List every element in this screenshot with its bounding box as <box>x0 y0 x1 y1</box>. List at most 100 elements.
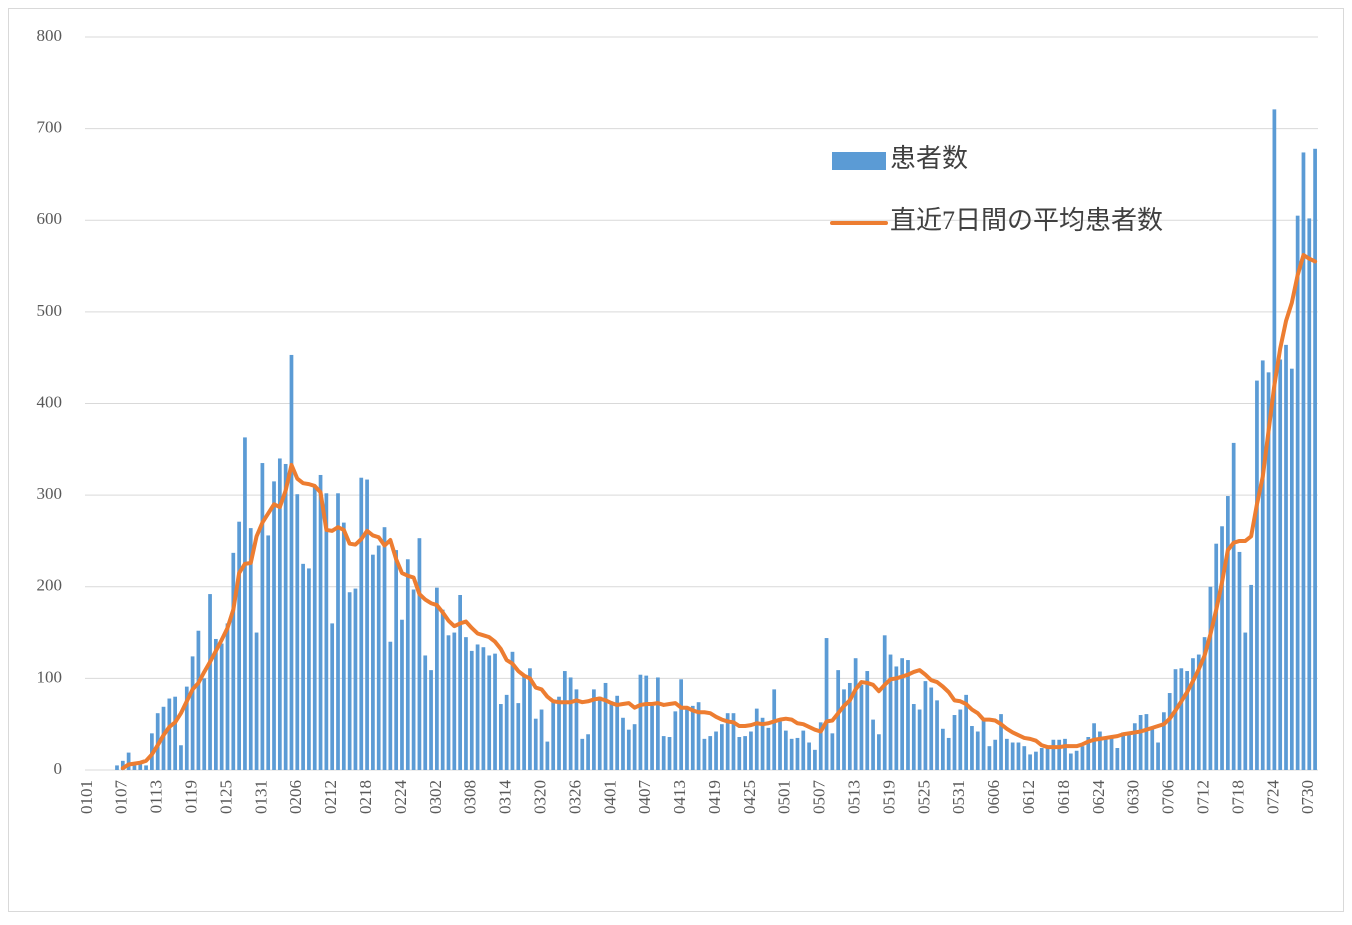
legend-swatch <box>832 152 886 170</box>
bar <box>638 674 643 770</box>
x-tick-label: 0119 <box>182 780 201 813</box>
bar <box>731 713 736 770</box>
bar <box>440 609 445 770</box>
bar <box>894 666 899 770</box>
bar <box>813 749 817 770</box>
x-tick-label: 0101 <box>77 780 96 814</box>
bar <box>621 717 625 770</box>
bar <box>248 528 253 770</box>
bar <box>580 738 585 770</box>
bar <box>626 729 631 770</box>
bar <box>911 704 916 770</box>
bar <box>231 552 236 770</box>
bar <box>859 684 864 770</box>
bar <box>446 635 451 770</box>
x-tick-label: 0425 <box>740 780 759 814</box>
bar <box>173 696 178 770</box>
y-tick-label: 800 <box>37 26 63 45</box>
bar <box>778 721 782 770</box>
bar <box>312 485 317 770</box>
bar <box>749 731 753 770</box>
bar <box>1313 148 1317 771</box>
bar <box>1098 731 1102 770</box>
bar <box>1121 732 1126 770</box>
bar <box>307 568 311 770</box>
x-tick-label: 0630 <box>1124 780 1143 814</box>
bar <box>557 696 561 770</box>
bar <box>1109 737 1114 770</box>
bar <box>562 671 567 770</box>
bar <box>138 762 143 770</box>
bar <box>615 695 620 770</box>
bar <box>772 689 777 770</box>
bar <box>1301 152 1306 770</box>
bar <box>1266 372 1271 770</box>
bar <box>807 742 811 770</box>
bar <box>504 694 509 770</box>
bar <box>708 736 713 770</box>
bar <box>685 707 689 770</box>
bar <box>330 623 335 770</box>
bar <box>946 737 951 770</box>
bar <box>592 689 596 770</box>
legend-label: 直近7日間の平均患者数 <box>890 206 1163 235</box>
bar <box>243 437 247 770</box>
legend-label: 患者数 <box>890 144 968 173</box>
bar <box>754 708 759 770</box>
bar <box>1138 715 1143 770</box>
bar <box>586 734 590 770</box>
bar <box>405 559 410 770</box>
bar <box>900 658 905 770</box>
bar <box>824 638 829 770</box>
bar <box>347 592 352 770</box>
x-tick-label: 0113 <box>147 780 166 813</box>
bar <box>353 588 358 770</box>
x-tick-label: 0419 <box>705 780 724 814</box>
x-tick-label: 0308 <box>461 780 480 814</box>
x-tick-label: 0519 <box>879 780 898 814</box>
x-tick-label: 0730 <box>1298 780 1317 814</box>
bar <box>1255 380 1259 770</box>
bar <box>371 554 375 770</box>
bar <box>301 563 305 770</box>
bar <box>789 738 794 770</box>
x-tick-label: 0218 <box>356 780 375 814</box>
bar <box>115 765 119 770</box>
bar <box>120 760 125 770</box>
bar <box>603 682 608 770</box>
bar <box>719 724 724 770</box>
bar <box>260 463 265 770</box>
bar <box>493 653 497 770</box>
bar <box>1231 442 1236 770</box>
x-tick-label: 0712 <box>1193 780 1212 814</box>
y-tick-label: 400 <box>37 392 63 411</box>
bar <box>981 719 986 770</box>
bar <box>196 630 201 770</box>
bar <box>551 702 556 770</box>
bar <box>1214 543 1219 770</box>
bar <box>1208 586 1213 770</box>
bar <box>411 589 416 770</box>
bar <box>144 765 148 770</box>
bar <box>376 545 381 770</box>
bar <box>1150 727 1155 770</box>
bar <box>970 726 974 770</box>
bar <box>1162 712 1166 770</box>
bar <box>865 671 870 770</box>
bar <box>365 479 369 770</box>
bar <box>1004 738 1009 770</box>
bar <box>435 587 439 770</box>
bar <box>225 623 230 770</box>
bar <box>458 594 462 770</box>
bar <box>743 736 747 770</box>
bar <box>714 731 718 770</box>
bar <box>1191 658 1195 770</box>
x-tick-label: 0302 <box>426 780 445 814</box>
bar <box>1156 742 1160 770</box>
bar <box>871 719 875 770</box>
labels: 0 100 200 300 400 500 600 700 800 0101 0107 0113 011… <box>37 26 1318 814</box>
bar <box>1278 359 1283 770</box>
x-tick-label: 0718 <box>1228 780 1247 814</box>
bar <box>1167 693 1172 770</box>
